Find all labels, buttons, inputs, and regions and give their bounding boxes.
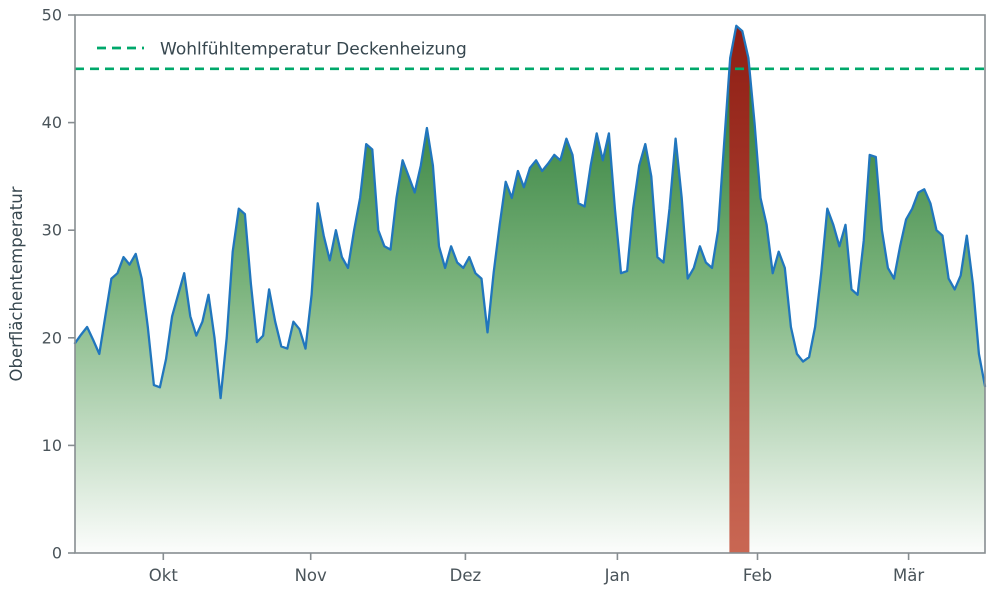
- temperature-line: [73, 24, 987, 400]
- y-tick-label: 0: [52, 544, 62, 563]
- legend-label: Wohlfühltemperatur Deckenheizung: [160, 40, 467, 60]
- x-tick-label: Dez: [450, 566, 482, 585]
- plot-border: [74, 14, 986, 554]
- x-tick-label: Jan: [604, 566, 630, 585]
- x-tick-label: Nov: [295, 566, 327, 585]
- area-fill: [75, 25, 985, 554]
- x-tick-label: Okt: [149, 566, 179, 585]
- y-tick-label: 50: [42, 6, 62, 25]
- x-tick-label: Mär: [893, 566, 924, 585]
- y-tick-label: 30: [42, 221, 62, 240]
- y-axis-label: Oberflächentemperatur: [7, 186, 26, 381]
- x-tick-label: Feb: [743, 566, 772, 585]
- y-tick-label: 20: [42, 328, 62, 347]
- y-tick-label: 40: [42, 113, 62, 132]
- y-tick-label: 10: [42, 436, 62, 455]
- overheat-region: [729, 25, 750, 554]
